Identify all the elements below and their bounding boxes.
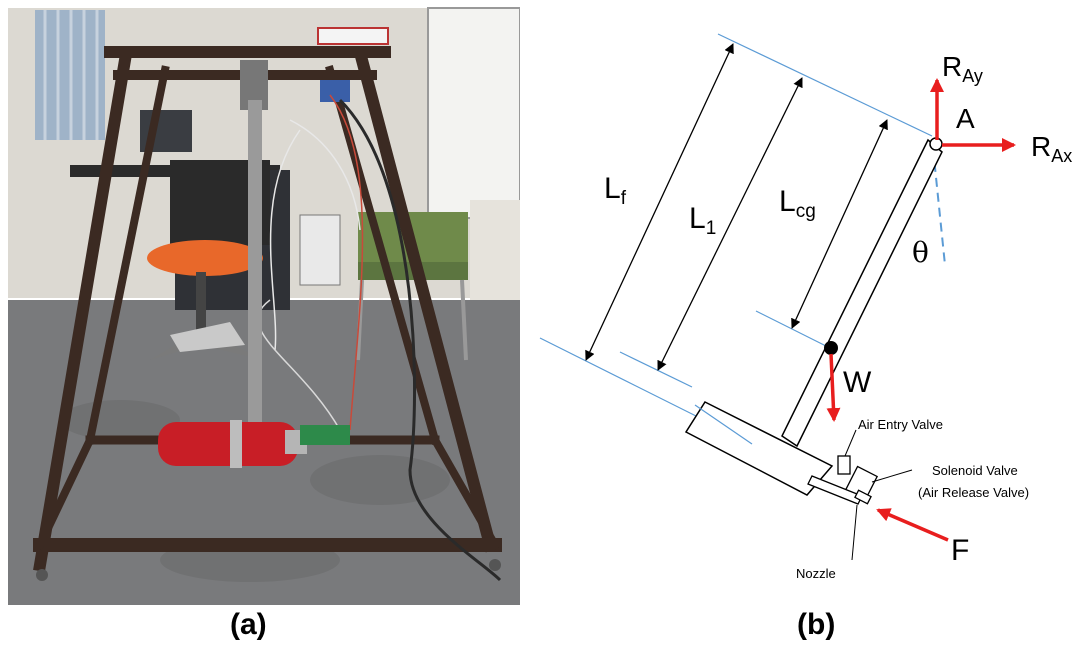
label-l-f: Lf [604,172,627,209]
label-nozzle: Nozzle [796,566,836,581]
ref-line-top [718,34,932,136]
test-rig-photo [0,0,520,605]
label-theta: θ [912,236,929,269]
pendulum-rod [782,140,942,446]
label-l-1: L1 [689,202,716,239]
free-body-diagram: Lf L1 Lcg RAy RAx A θ W F Air Entry Valv… [520,0,1075,648]
dim-arrow-lcg [792,120,887,328]
label-r-ay: RAy [942,51,983,86]
arrow-f [878,510,948,540]
label-air-release-valve: (Air Release Valve) [918,485,1029,500]
frame-foot [489,559,501,571]
ref-line-lcg-bottom [756,311,830,348]
label-r-ax: RAx [1031,131,1072,166]
computer-tower [300,215,340,285]
label-solenoid-valve: Solenoid Valve [932,463,1018,478]
label-air-entry-valve: Air Entry Valve [858,417,943,432]
ref-line-l1-bottom [620,352,692,387]
center-of-gravity [824,341,838,355]
caption-b: (b) [797,608,835,642]
whiteboard [428,8,520,218]
label-w: W [843,366,872,399]
label-l-cg: Lcg [779,185,816,222]
caption-a: (a) [230,608,267,642]
pendulum-rod [248,100,262,430]
label-pivot-a: A [956,103,975,134]
control-box [318,28,388,44]
frame-foot [36,569,48,581]
dim-arrow-l1 [658,78,802,370]
air-entry-valve [838,456,850,474]
label-f: F [951,534,969,567]
sensor-board [320,80,350,102]
